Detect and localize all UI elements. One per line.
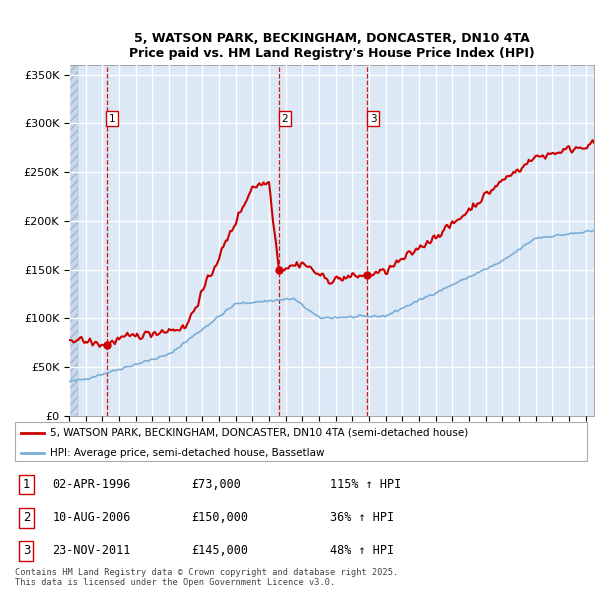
Text: 02-APR-1996: 02-APR-1996 (53, 478, 131, 491)
Text: £73,000: £73,000 (191, 478, 241, 491)
Text: 5, WATSON PARK, BECKINGHAM, DONCASTER, DN10 4TA (semi-detached house): 5, WATSON PARK, BECKINGHAM, DONCASTER, D… (50, 428, 468, 438)
Text: 115% ↑ HPI: 115% ↑ HPI (331, 478, 402, 491)
Bar (69, 65, 78, 416)
Text: £150,000: £150,000 (191, 511, 248, 525)
Title: 5, WATSON PARK, BECKINGHAM, DONCASTER, DN10 4TA
Price paid vs. HM Land Registry': 5, WATSON PARK, BECKINGHAM, DONCASTER, D… (128, 32, 535, 60)
Text: 3: 3 (23, 544, 30, 558)
Text: 48% ↑ HPI: 48% ↑ HPI (331, 544, 395, 558)
Text: HPI: Average price, semi-detached house, Bassetlaw: HPI: Average price, semi-detached house,… (50, 448, 324, 457)
Text: 2: 2 (23, 511, 30, 525)
Text: 10-AUG-2006: 10-AUG-2006 (53, 511, 131, 525)
Text: 23-NOV-2011: 23-NOV-2011 (53, 544, 131, 558)
Text: 36% ↑ HPI: 36% ↑ HPI (331, 511, 395, 525)
Text: 1: 1 (109, 113, 116, 123)
Text: 3: 3 (370, 113, 376, 123)
Text: 1: 1 (23, 478, 30, 491)
Text: 2: 2 (281, 113, 288, 123)
Text: £145,000: £145,000 (191, 544, 248, 558)
Text: Contains HM Land Registry data © Crown copyright and database right 2025.
This d: Contains HM Land Registry data © Crown c… (15, 568, 398, 587)
FancyBboxPatch shape (15, 422, 587, 461)
Bar (69, 65, 78, 416)
